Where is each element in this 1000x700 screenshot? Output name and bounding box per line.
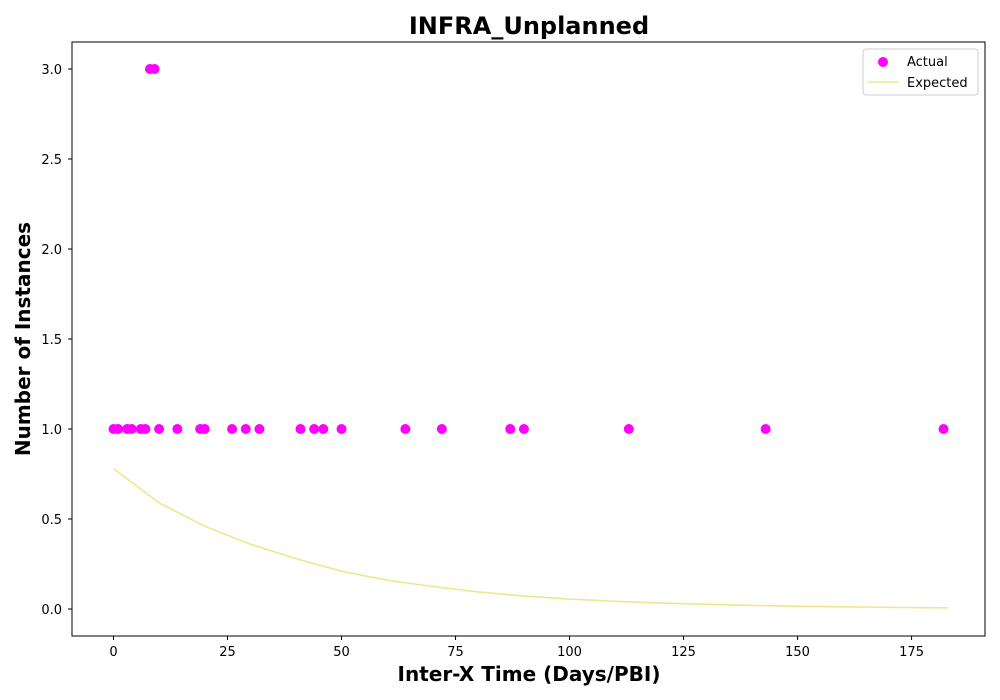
- actual-point: [938, 424, 949, 434]
- actual-point: [199, 424, 210, 434]
- actual-point: [760, 424, 771, 434]
- actual-point: [154, 424, 165, 434]
- actual-point: [436, 424, 447, 434]
- actual-point: [336, 424, 347, 434]
- x-tick-label: 0: [109, 645, 117, 660]
- chart-title: INFRA_Unplanned: [409, 12, 649, 40]
- actual-point: [140, 424, 151, 434]
- plot-area-frame: [71, 41, 986, 637]
- legend-actual-marker: [878, 57, 888, 67]
- actual-point: [149, 64, 160, 74]
- actual-point: [227, 424, 238, 434]
- actual-point: [254, 424, 265, 434]
- actual-point: [318, 424, 329, 434]
- x-tick-label: 75: [447, 645, 464, 660]
- legend-actual-label: Actual: [907, 55, 948, 70]
- actual-point: [295, 424, 306, 434]
- actual-point: [309, 424, 320, 434]
- x-tick-label: 125: [671, 645, 696, 660]
- actual-point: [623, 424, 634, 434]
- actual-point: [505, 424, 516, 434]
- x-tick-label: 50: [333, 645, 350, 660]
- legend-box: [862, 48, 979, 96]
- expected-line-layer: [113, 467, 949, 609]
- actual-point: [172, 424, 183, 434]
- y-tick-label: 2.5: [41, 153, 62, 168]
- x-tick-label: 175: [899, 645, 924, 660]
- y-axis-label: Number of Instances: [11, 222, 35, 456]
- actual-point: [400, 424, 411, 434]
- legend: Actual Expected: [862, 48, 979, 96]
- y-tick-label: 0.5: [41, 513, 62, 528]
- actual-points-layer: [108, 64, 949, 434]
- expected-line: [113, 467, 949, 609]
- ticks-layer: 0 25 50 75 100 125 150 175 0.0 0.5 1.0 1.5 2.0 2.5 3.0: [41, 63, 924, 660]
- x-axis-label: Inter-X Time (Days/PBI): [398, 662, 661, 686]
- actual-point: [240, 424, 251, 434]
- actual-point: [113, 424, 124, 434]
- actual-point: [126, 424, 137, 434]
- actual-point: [518, 424, 529, 434]
- legend-expected-label: Expected: [907, 76, 968, 91]
- x-tick-label: 150: [785, 645, 810, 660]
- x-tick-label: 25: [219, 645, 236, 660]
- y-tick-label: 3.0: [41, 63, 62, 78]
- y-tick-label: 1.5: [41, 333, 62, 348]
- x-tick-label: 100: [557, 645, 582, 660]
- y-tick-label: 0.0: [41, 603, 62, 618]
- y-tick-label: 2.0: [41, 243, 62, 258]
- y-tick-label: 1.0: [41, 423, 62, 438]
